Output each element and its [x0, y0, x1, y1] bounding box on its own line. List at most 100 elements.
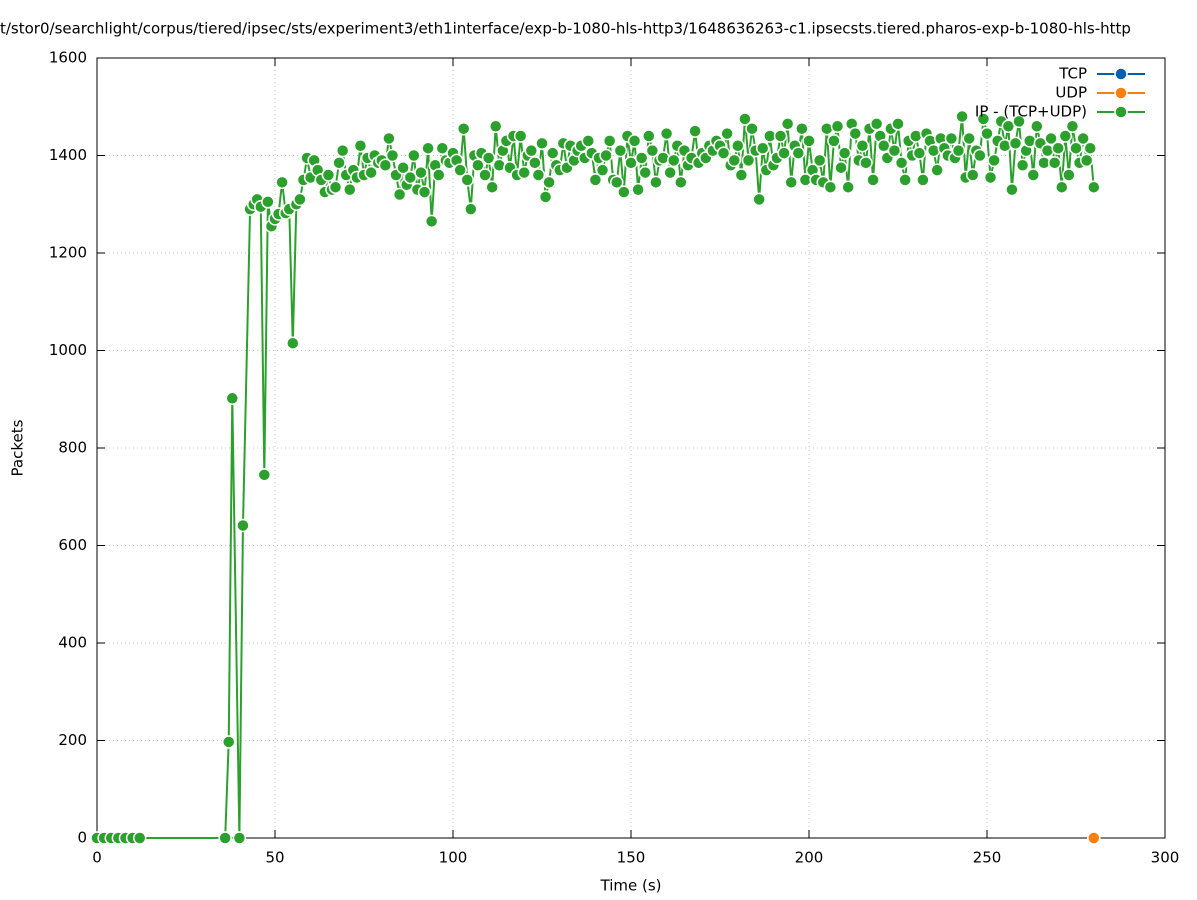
data-point	[481, 151, 496, 165]
series-line	[97, 116, 1095, 839]
data-point	[236, 518, 250, 533]
data-point	[859, 156, 873, 170]
data-point	[275, 175, 289, 190]
data-point	[1030, 119, 1044, 133]
data-point	[716, 146, 731, 160]
data-point	[837, 146, 852, 160]
data-point	[795, 121, 809, 136]
data-point	[980, 126, 994, 141]
y-tick-label: 600	[58, 536, 87, 554]
data-point	[631, 182, 645, 197]
data-point	[1044, 131, 1058, 146]
data-point	[962, 131, 976, 146]
y-tick-label: 0	[77, 829, 87, 847]
data-point	[976, 112, 991, 126]
data-point	[225, 391, 240, 406]
data-point	[343, 182, 357, 197]
data-point	[1058, 129, 1073, 143]
data-point	[332, 156, 346, 170]
data-point	[966, 168, 980, 182]
legend-marker	[1114, 86, 1128, 100]
data-point	[528, 156, 542, 170]
data-point	[595, 163, 610, 177]
data-point	[1051, 141, 1065, 155]
data-point	[535, 136, 549, 151]
data-point	[987, 153, 1001, 168]
x-tick-label: 50	[265, 849, 284, 867]
data-point	[385, 148, 400, 163]
data-point	[1001, 119, 1016, 133]
data-point	[827, 134, 841, 148]
data-point	[1065, 119, 1080, 133]
data-point	[471, 158, 485, 172]
y-tick-label: 400	[58, 634, 87, 652]
data-point	[432, 168, 446, 182]
data-point	[891, 117, 905, 131]
data-point	[973, 148, 987, 163]
x-tick-label: 0	[92, 849, 102, 867]
data-point	[834, 160, 848, 175]
data-point	[720, 126, 734, 141]
data-point	[1062, 168, 1076, 182]
data-point	[581, 134, 596, 148]
data-point	[741, 153, 756, 168]
x-tick-label: 100	[439, 849, 468, 867]
x-tick-label: 200	[795, 849, 824, 867]
y-tick-label: 1400	[49, 146, 87, 164]
data-point	[617, 185, 631, 199]
data-point	[424, 214, 439, 229]
data-point	[1069, 141, 1083, 155]
data-point	[784, 175, 798, 190]
data-point	[464, 202, 478, 216]
data-point	[791, 146, 806, 160]
data-point	[659, 126, 674, 141]
x-tick-label: 300	[1151, 849, 1180, 867]
data-point	[257, 468, 272, 482]
y-axis-label: Packets	[9, 419, 27, 476]
data-point	[877, 139, 891, 153]
y-tick-label: 1600	[49, 49, 87, 67]
legend-marker	[1114, 105, 1128, 119]
data-point	[830, 119, 845, 133]
data-point	[417, 185, 432, 199]
data-point	[780, 117, 795, 131]
data-point	[738, 112, 752, 126]
data-point	[414, 165, 428, 180]
legend-label: TCP	[1058, 65, 1087, 83]
data-point	[777, 146, 791, 160]
data-point	[407, 148, 421, 163]
data-point	[261, 195, 275, 209]
data-point	[634, 151, 649, 165]
data-point	[378, 158, 393, 172]
data-point	[624, 156, 638, 170]
data-point	[912, 146, 927, 160]
data-point	[602, 134, 617, 148]
data-point	[435, 141, 450, 155]
data-point	[887, 143, 902, 158]
data-point	[403, 170, 418, 185]
y-tick-label: 1000	[49, 341, 87, 359]
data-point	[812, 153, 827, 168]
data-point	[627, 134, 642, 148]
data-point	[955, 109, 969, 124]
data-point	[453, 163, 467, 177]
data-point	[538, 190, 553, 204]
data-point	[1015, 158, 1030, 172]
data-point	[286, 336, 300, 350]
data-point	[396, 160, 410, 175]
data-point	[1087, 180, 1101, 194]
legend-label: UDP	[1055, 84, 1087, 102]
data-point	[485, 180, 499, 194]
data-point	[916, 173, 930, 187]
data-point	[663, 165, 677, 180]
data-point	[731, 139, 745, 153]
data-point	[524, 143, 539, 158]
data-point	[421, 141, 435, 155]
data-point	[855, 139, 870, 153]
data-point	[674, 175, 688, 190]
data-point	[132, 831, 147, 845]
data-point	[328, 180, 343, 194]
data-point	[1047, 156, 1062, 170]
data-point	[460, 173, 474, 187]
data-point	[752, 192, 766, 207]
